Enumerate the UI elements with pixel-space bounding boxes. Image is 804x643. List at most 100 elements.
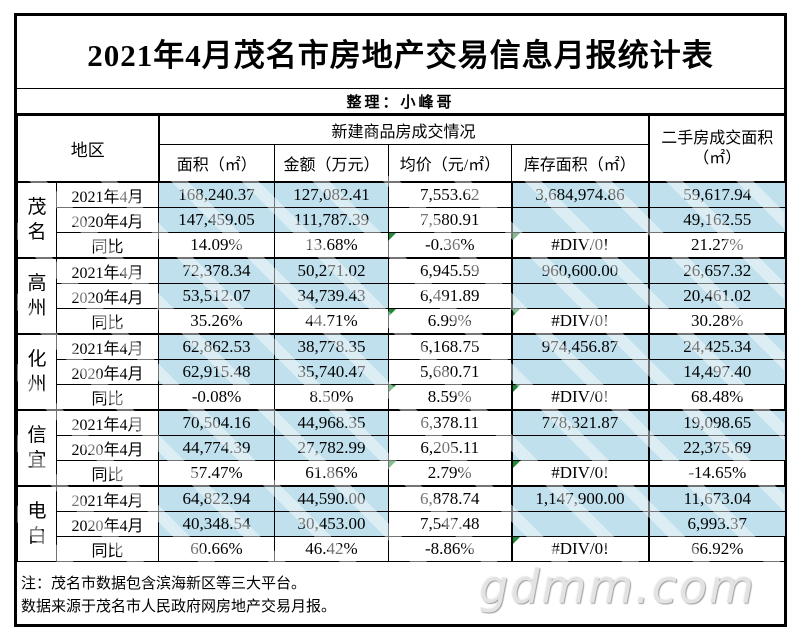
cell-resale: 49,162.55	[647, 207, 787, 233]
cell-area: 70,504.16	[158, 409, 275, 436]
cell-inventory: #DIV/0!	[510, 460, 650, 487]
cell-inventory	[510, 511, 650, 537]
header-col-area: 面积（㎡）	[157, 144, 275, 183]
region-label: 电白	[17, 485, 57, 562]
header-col-amount: 金额（万元）	[274, 144, 389, 183]
cell-inventory: 974,456.87	[510, 333, 650, 360]
region-label: 高州	[17, 257, 57, 335]
cell-resale: 24,425.34	[647, 333, 787, 360]
compiler-credit: 整理：小峰哥	[346, 94, 455, 111]
cell-amount: 30,453.00	[274, 511, 389, 537]
cell-avg-price: -0.36%	[388, 232, 512, 259]
cell-avg-price: -8.86%	[388, 536, 512, 562]
cell-avg-price: 6,945.59	[388, 257, 512, 284]
row-label: 2020年4月	[56, 283, 159, 309]
header-resale-area: 二手房成交面积 （㎡）	[647, 115, 787, 183]
cell-avg-price: 8.59%	[388, 384, 512, 411]
cell-avg-price: 6,205.11	[388, 435, 512, 461]
cell-resale: 22,375.69	[647, 435, 787, 461]
region-label: 化州	[17, 333, 57, 411]
cell-avg-price: 7,547.48	[388, 511, 512, 537]
header-region: 地区	[17, 115, 159, 183]
cell-area: 40,348.54	[158, 511, 275, 537]
cell-resale: 30.28%	[647, 308, 787, 335]
header-new-homes-group: 新建商品房成交情况	[157, 115, 650, 145]
cell-resale: 59,617.94	[647, 181, 787, 208]
cell-area: 168,240.37	[158, 181, 275, 208]
cell-amount: 44,968.35	[274, 409, 389, 436]
row-label: 2020年4月	[56, 435, 159, 461]
cell-inventory: 1,147,900.00	[510, 485, 650, 512]
cell-amount: 38,778.35	[274, 333, 389, 360]
cell-avg-price: 7,580.91	[388, 207, 512, 233]
cell-amount: 35,740.47	[274, 359, 389, 385]
cell-resale: 21.27%	[647, 232, 787, 259]
row-label: 2020年4月	[56, 207, 159, 233]
cell-area: 72,378.34	[158, 257, 275, 284]
cell-avg-price: 6.99%	[388, 308, 512, 335]
cell-amount: 44.71%	[274, 308, 389, 335]
cell-inventory	[510, 359, 650, 385]
cell-amount: 34,739.43	[274, 283, 389, 309]
report-table: 地区 新建商品房成交情况 二手房成交面积 （㎡） 面积（㎡） 金额（万元） 均价…	[17, 115, 787, 562]
cell-resale: 11,673.04	[647, 485, 787, 512]
cell-resale: 68.48%	[647, 384, 787, 411]
row-label: 2020年4月	[56, 359, 159, 385]
cell-amount: 13.68%	[274, 232, 389, 259]
cell-inventory: #DIV/0!	[510, 536, 650, 562]
footnotes: 注：茂名市数据包含滨海新区等三大平台。 数据来源于茂名市人民政府网房地产交易月报…	[21, 572, 778, 619]
cell-inventory: #DIV/0!	[510, 232, 650, 259]
subtitle-row: 整理：小峰哥	[17, 89, 784, 115]
cell-inventory: #DIV/0!	[510, 308, 650, 335]
cell-amount: 111,787.39	[274, 207, 389, 233]
cell-amount: 61.86%	[274, 460, 389, 487]
title-block: 2021年4月茂名市房地产交易信息月报统计表	[17, 16, 784, 89]
cell-resale: 26,657.32	[647, 257, 787, 284]
site-watermark: gdmm.com	[479, 560, 756, 614]
header-col-avg-price: 均价（元/㎡）	[388, 144, 512, 183]
cell-resale: 19,098.65	[647, 409, 787, 436]
cell-resale: 6,993.37	[647, 511, 787, 537]
header-resale-line1: 二手房成交面积	[661, 129, 774, 147]
footer: 注：茂名市数据包含滨海新区等三大平台。 数据来源于茂名市人民政府网房地产交易月报…	[17, 560, 784, 624]
cell-amount: 8.50%	[274, 384, 389, 411]
table-header: 地区 新建商品房成交情况 二手房成交面积 （㎡） 面积（㎡） 金额（万元） 均价…	[17, 115, 787, 183]
page-title: 2021年4月茂名市房地产交易信息月报统计表	[87, 37, 714, 73]
cell-avg-price: 6,168.75	[388, 333, 512, 360]
cell-avg-price: 6,378.11	[388, 409, 512, 436]
cell-area: 53,512.07	[158, 283, 275, 309]
cell-avg-price: 6,491.89	[388, 283, 512, 309]
cell-inventory	[510, 283, 650, 309]
row-label: 2021年4月	[56, 181, 159, 208]
cell-inventory: 778,321.87	[510, 409, 650, 436]
cell-resale: 20,461.02	[647, 283, 787, 309]
cell-area: 35.26%	[158, 308, 275, 335]
cell-amount: 50,271.02	[274, 257, 389, 284]
cell-inventory	[510, 435, 650, 461]
cell-area: 60.66%	[158, 536, 275, 562]
report-sheet: 2021年4月茂名市房地产交易信息月报统计表 整理：小峰哥 地区 新建商品房成交…	[14, 13, 787, 627]
cell-amount: 127,082.41	[274, 181, 389, 208]
row-label: 同比	[56, 308, 159, 335]
header-col-inventory: 库存面积（㎡）	[510, 144, 650, 183]
cell-resale: 14,497.40	[647, 359, 787, 385]
cell-amount: 46.42%	[274, 536, 389, 562]
row-label: 同比	[56, 536, 159, 562]
cell-inventory: #DIV/0!	[510, 384, 650, 411]
cell-inventory	[510, 207, 650, 233]
cell-area: 62,862.53	[158, 333, 275, 360]
row-label: 2021年4月	[56, 257, 159, 284]
cell-area: 147,459.05	[158, 207, 275, 233]
cell-resale: -14.65%	[647, 460, 787, 487]
cell-inventory: 960,600.00	[510, 257, 650, 284]
cell-amount: 27,782.99	[274, 435, 389, 461]
cell-area: 64,822.94	[158, 485, 275, 512]
row-label: 同比	[56, 232, 159, 259]
footnote-line2: 数据来源于茂名市人民政府网房地产交易月报。	[21, 598, 337, 616]
row-label: 2021年4月	[56, 409, 159, 436]
cell-amount: 44,590.00	[274, 485, 389, 512]
cell-area: 14.09%	[158, 232, 275, 259]
cell-avg-price: 5,680.71	[388, 359, 512, 385]
cell-avg-price: 2.79%	[388, 460, 512, 487]
row-label: 同比	[56, 384, 159, 411]
